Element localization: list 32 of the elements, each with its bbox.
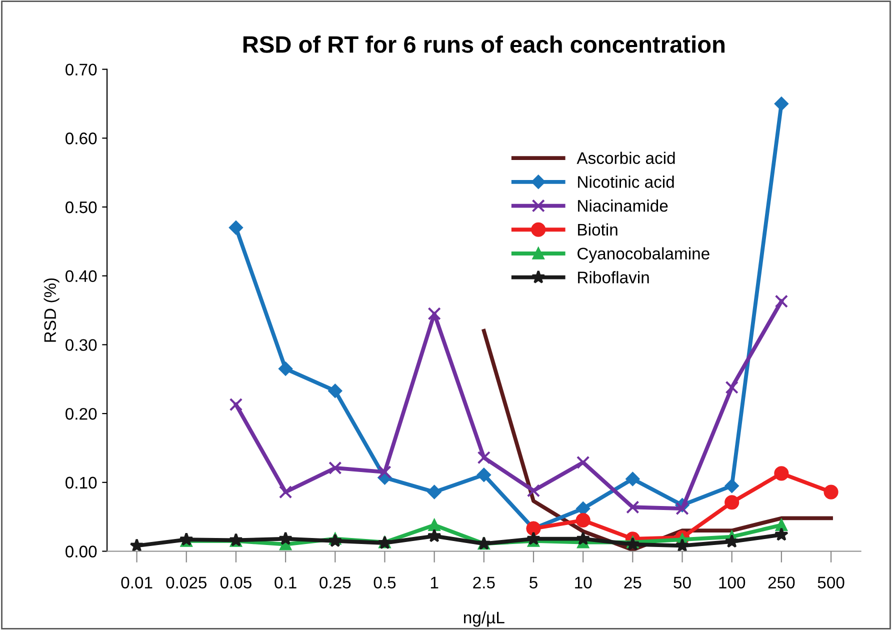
legend-label: Nicotinic acid bbox=[578, 176, 674, 188]
legend-label: Biotin bbox=[578, 223, 618, 236]
y-tick-label: 0.40 bbox=[66, 270, 97, 282]
x-tick-label: 10 bbox=[575, 576, 592, 588]
y-tick-label: 0.70 bbox=[66, 64, 97, 76]
x-tick-label: 0.1 bbox=[274, 576, 296, 588]
y-tick-label: 0.00 bbox=[66, 546, 97, 558]
x-tick-label: 5 bbox=[530, 576, 538, 588]
y-axis-title: RSD (%) bbox=[44, 278, 60, 342]
y-tick-label: 0.50 bbox=[66, 201, 97, 214]
y-tick-label: 0.30 bbox=[66, 339, 97, 351]
x-tick-label: 0.05 bbox=[220, 576, 252, 588]
x-tick-label: 1 bbox=[430, 576, 438, 588]
legend-label: Niacinamide bbox=[578, 200, 668, 212]
x-tick-label: 0.25 bbox=[320, 576, 351, 588]
legend-label: Riboflavin bbox=[578, 271, 649, 284]
x-tick-label: 50 bbox=[674, 576, 691, 588]
y-tick-label: 0.60 bbox=[66, 132, 97, 144]
x-tick-label: 0.025 bbox=[166, 576, 207, 588]
x-axis-title: ng/µL bbox=[464, 611, 504, 627]
chart-title: RSD of RT for 6 runs of each concentration bbox=[243, 36, 724, 53]
y-tick-label: 0.10 bbox=[66, 476, 97, 489]
x-tick-label: 25 bbox=[624, 576, 642, 588]
x-tick-label: 500 bbox=[818, 576, 844, 588]
x-tick-label: 0.01 bbox=[121, 576, 152, 588]
legend-label: Cyanocobalamine bbox=[578, 247, 710, 263]
y-tick-label: 0.20 bbox=[66, 408, 97, 420]
x-tick-label: 2.5 bbox=[473, 576, 495, 588]
x-tick-label: 250 bbox=[768, 576, 795, 588]
x-tick-label: 100 bbox=[719, 576, 746, 588]
legend-label: Ascorbic acid bbox=[576, 152, 675, 164]
x-tick-label: 0.5 bbox=[374, 576, 396, 588]
